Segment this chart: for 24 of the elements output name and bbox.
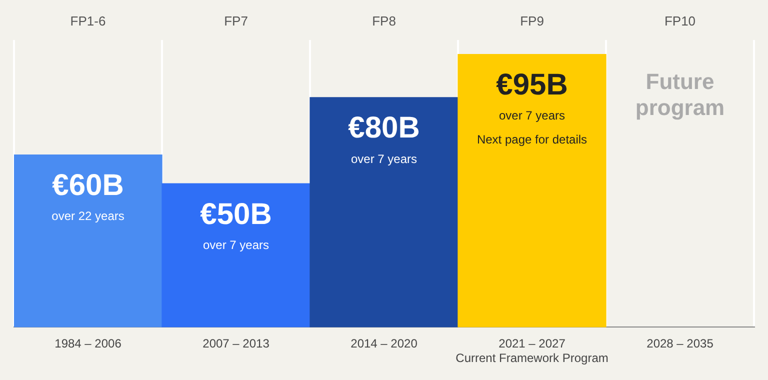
annotation: over 7 years (498, 108, 566, 123)
data-label: €60B (52, 169, 124, 202)
x-tick-label: 1984 – 2006 (54, 336, 122, 351)
text: FP10 (664, 14, 696, 29)
annotation: over 7 years (202, 238, 270, 252)
bar (14, 154, 162, 328)
data-label: €80B (348, 112, 420, 145)
annotation: over 7 years (350, 152, 418, 166)
x-tick-label: 2028 – 2035 (646, 336, 714, 351)
data-label: €50B (200, 198, 272, 231)
text: FP1-6 (70, 14, 106, 29)
bar (310, 97, 458, 328)
text: FP8 (372, 14, 396, 29)
annotation: Future program (635, 69, 725, 120)
bar (162, 183, 310, 328)
x-tick-label: 2014 – 2020 (350, 336, 418, 351)
bar (458, 54, 606, 328)
data-label: €95B (496, 68, 568, 102)
annotation: over 22 years (52, 209, 124, 224)
text: FP9 (520, 14, 544, 29)
x-tick-label: 2007 – 2013 (202, 336, 270, 351)
annotation: Next page for details (476, 132, 588, 147)
x-tick-label: 2021 – 2027 Current Framework Program (456, 336, 608, 366)
text: FP7 (224, 14, 248, 29)
